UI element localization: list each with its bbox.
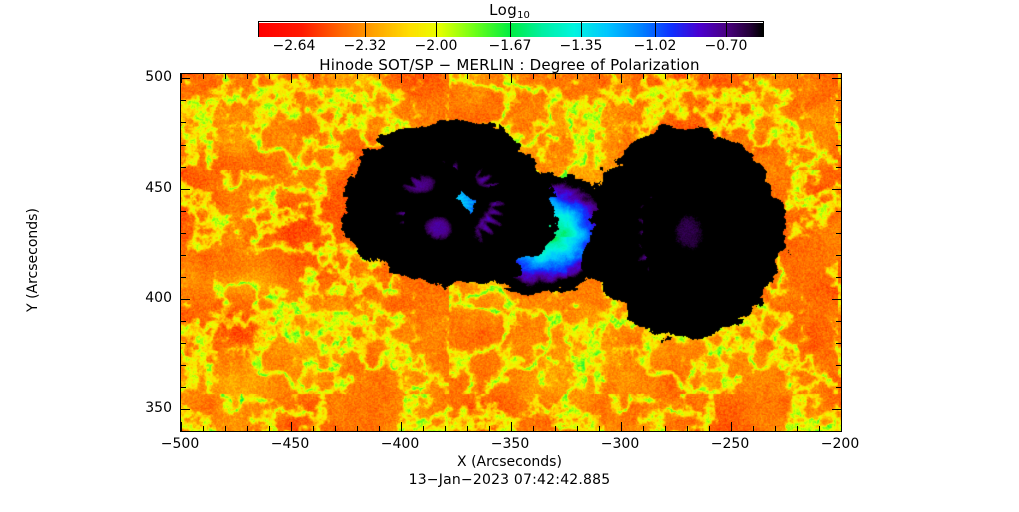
y-axis-tick-label: 500 (145, 69, 172, 85)
x-axis-tick-label: −350 (490, 436, 530, 452)
colorbar-title-text: Log (489, 1, 518, 19)
y-axis-title: Y (Arcseconds) (25, 208, 41, 312)
colorbar-tick-label: −2.00 (414, 38, 458, 54)
colorbar-tick (726, 21, 727, 37)
heatmap-plot-area[interactable] (180, 73, 842, 432)
colorbar-tick-label: −2.32 (343, 38, 387, 54)
colorbar-tick-marks (258, 21, 762, 37)
plot-title: Hinode SOT/SP − MERLIN : Degree of Polar… (319, 56, 700, 74)
colorbar-tick (581, 21, 582, 37)
colorbar-tick-label: −2.64 (272, 38, 316, 54)
colorbar-tick-label: −1.35 (559, 38, 603, 54)
colorbar-tick (655, 21, 656, 37)
colorbar-tick (510, 21, 511, 37)
x-axis-tick-label: −250 (710, 436, 750, 452)
polarization-map-image (181, 74, 841, 431)
y-axis-tick-label: 450 (145, 180, 172, 196)
colorbar-tick (436, 21, 437, 37)
colorbar-gradient (259, 23, 763, 37)
x-axis-tick-label: −450 (270, 436, 310, 452)
colorbar[interactable] (258, 21, 764, 37)
observation-timestamp: 13−Jan−2023 07:42:42.885 (408, 472, 611, 488)
colorbar-title: Log10 (0, 1, 1019, 21)
x-axis-tick-label: −400 (380, 436, 420, 452)
y-axis-tick-label: 350 (145, 400, 172, 416)
colorbar-tick-label: −1.02 (633, 38, 677, 54)
x-axis-title: X (Arcseconds) (457, 454, 562, 470)
x-axis-tick-label: −200 (820, 436, 860, 452)
x-axis-tick-label: −300 (600, 436, 640, 452)
colorbar-tick-labels: −2.64 −2.32 −2.00 −1.67 −1.35 −1.02 −0.70 (0, 38, 1019, 54)
colorbar-title-subscript: 10 (517, 10, 530, 21)
y-axis-tick-label: 400 (145, 290, 172, 306)
colorbar-tick-label: −0.70 (704, 38, 748, 54)
x-axis-tick-labels: −500 −450 −400 −350 −300 −250 −200 (0, 436, 1019, 454)
colorbar-tick-label: −1.67 (488, 38, 532, 54)
x-axis-tick-label: −500 (160, 436, 200, 452)
colorbar-tick (365, 21, 366, 37)
